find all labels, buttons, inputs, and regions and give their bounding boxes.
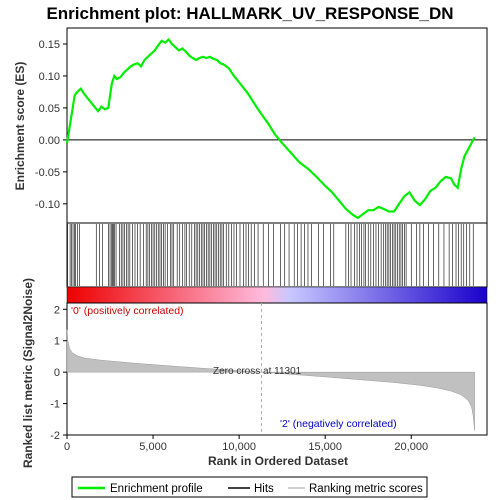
metric-x-tick-label: 15,000 xyxy=(308,441,342,453)
metric-panel-frame xyxy=(66,302,488,436)
negative-correlated-label: '2' (negatively correlated) xyxy=(280,418,397,430)
metric-y-tick-label: 2 xyxy=(54,304,60,316)
es-y-tick-label: 0.05 xyxy=(39,103,60,115)
legend: Enrichment profile Hits Ranking metric s… xyxy=(71,476,428,498)
metric-panel: 2 1 0 -1 -2 0 5,000 10,000 15,000 20,000 '0' (po… xyxy=(21,278,488,468)
chart-title: Enrichment plot: HALLMARK_UV_RESPONSE_DN xyxy=(46,4,453,23)
rank-color-bar xyxy=(66,286,488,304)
es-y-tick-label: -0.05 xyxy=(35,167,60,179)
metric-y-tick-label: -1 xyxy=(50,399,60,411)
ranking-metric-area xyxy=(66,329,475,431)
hits-panel xyxy=(66,222,488,288)
metric-y-tick-label: -2 xyxy=(50,430,60,442)
metric-y-tick-label: 1 xyxy=(54,336,60,348)
legend-metric-label: Ranking metric scores xyxy=(309,483,423,495)
metric-y-tick-label: 0 xyxy=(54,367,60,379)
legend-frame xyxy=(71,476,428,498)
metric-x-ticks: 0 5,000 10,000 15,000 20,000 xyxy=(64,435,428,453)
es-y-tick-label: 0.00 xyxy=(39,135,60,147)
enrichment-profile-line xyxy=(65,37,476,220)
es-y-tick-label: 0.10 xyxy=(39,71,60,83)
x-axis-label: Rank in Ordered Dataset xyxy=(208,454,348,468)
positive-correlated-label: '0' (positively correlated) xyxy=(71,305,184,317)
metric-y-axis-label: Ranked list metric (Signal2Noise) xyxy=(21,278,35,468)
metric-y-ticks: 2 1 0 -1 -2 xyxy=(50,304,67,442)
hit-marks xyxy=(67,224,474,286)
es-panel: 0.15 0.10 0.05 0.00 -0.05 -0.10 Enrichment sc… xyxy=(13,27,488,224)
legend-es-label: Enrichment profile xyxy=(110,483,203,495)
es-y-ticks: 0.15 0.10 0.05 0.00 -0.05 -0.10 xyxy=(35,39,67,211)
metric-x-tick-label: 20,000 xyxy=(394,441,428,453)
hits-panel-frame xyxy=(66,222,488,288)
es-y-tick-label: -0.10 xyxy=(35,199,60,211)
metric-x-tick-label: 10,000 xyxy=(222,441,256,453)
metric-x-tick-label: 5,000 xyxy=(139,441,167,453)
zero-cross-label: Zero cross at 11301 xyxy=(213,366,302,377)
es-y-tick-label: 0.15 xyxy=(39,39,60,51)
legend-hits-label: Hits xyxy=(254,483,274,495)
metric-x-tick-label: 0 xyxy=(64,441,70,453)
es-panel-frame xyxy=(66,27,488,224)
es-y-axis-label: Enrichment score (ES) xyxy=(13,62,27,191)
